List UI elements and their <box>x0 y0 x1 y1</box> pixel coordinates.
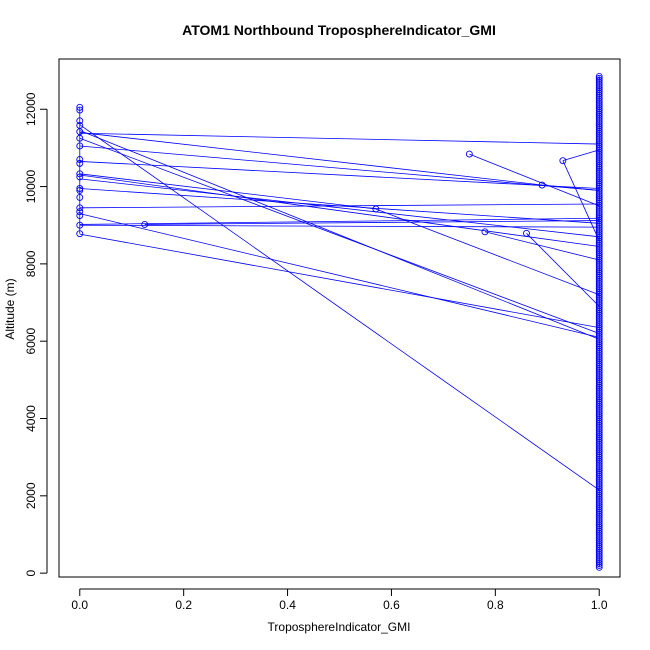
series-line-7 <box>79 173 376 210</box>
series-line-12 <box>79 213 600 338</box>
data-point-5 <box>76 134 84 142</box>
data-point-0 <box>76 103 84 111</box>
data-point-column-258 <box>595 74 603 82</box>
data-point-21 <box>465 150 473 158</box>
series-line-16 <box>144 220 600 225</box>
data-point-4 <box>76 128 84 136</box>
data-point-23 <box>523 229 530 237</box>
series-line-21 <box>542 184 600 191</box>
data-point-13 <box>76 193 84 201</box>
data-point-18 <box>76 230 84 238</box>
y-tick-label-6: 12000 <box>24 92 38 126</box>
y-axis: 0 2000 4000 6000 8000 10000 12000 <box>24 92 48 576</box>
y-tick-label-3: 6000 <box>24 328 38 355</box>
series-line-4 <box>79 137 600 334</box>
x-axis: 0.0 0.2 0.4 0.6 0.8 1.0 <box>71 588 608 612</box>
data-point-8 <box>76 159 84 167</box>
series-line-0 <box>79 124 600 491</box>
y-tick-label-0: 0 <box>24 569 38 576</box>
data-point-6 <box>76 142 84 150</box>
data-point-column-257 <box>595 76 603 84</box>
y-axis-label: Altitude (m) <box>3 278 17 339</box>
data-point-16 <box>76 212 84 220</box>
data-point-12 <box>76 186 84 194</box>
y-tick-label-1: 2000 <box>24 482 38 509</box>
y-tick-label-4: 8000 <box>24 250 38 277</box>
data-point-14 <box>76 204 84 212</box>
series-line-20 <box>526 233 600 307</box>
data-point-11 <box>76 185 84 192</box>
series-line-22 <box>562 149 600 162</box>
x-axis-label: TroposphereIndicator_GMI <box>268 620 411 634</box>
data-point-column-259 <box>595 72 603 80</box>
data-point-15 <box>76 208 84 216</box>
series-line-15 <box>79 233 600 329</box>
y-tick-label-2: 4000 <box>24 405 38 432</box>
data-point-17 <box>76 221 84 229</box>
x-tick-label-4: 0.8 <box>487 598 504 612</box>
data-point-10 <box>76 173 84 181</box>
series-line-17 <box>375 208 600 296</box>
y-tick-label-5: 10000 <box>24 170 38 204</box>
series-line-14 <box>79 224 600 228</box>
series-line-23 <box>562 160 600 241</box>
series-line-2 <box>79 132 600 145</box>
x-tick-label-3: 0.6 <box>383 598 400 612</box>
data-point-1 <box>76 106 84 114</box>
data-point-9 <box>76 170 84 178</box>
series-line-1 <box>79 130 600 340</box>
data-point-2 <box>76 117 84 125</box>
series-line-3 <box>79 132 543 186</box>
series-line-18 <box>469 153 600 207</box>
chart-title: ATOM1 Northbound TroposphereIndicator_GM… <box>182 22 496 38</box>
x-tick-label-1: 0.2 <box>175 598 192 612</box>
series-line-13 <box>79 217 600 225</box>
series-line-19 <box>484 231 600 261</box>
series-line-5 <box>79 145 600 191</box>
x-tick-label-5: 1.0 <box>591 598 608 612</box>
data-point-20 <box>372 205 380 213</box>
series-line-11 <box>79 203 600 209</box>
x-tick-label-0: 0.0 <box>71 598 88 612</box>
data-point-22 <box>481 228 489 236</box>
series-line-8 <box>79 174 600 247</box>
data-point-19 <box>141 221 149 228</box>
plot-area <box>76 72 603 571</box>
x-tick-label-2: 0.4 <box>279 598 296 612</box>
data-point-7 <box>76 156 84 163</box>
series-line-6 <box>79 161 600 189</box>
plot-frame <box>58 58 621 578</box>
data-point-25 <box>559 157 567 165</box>
data-point-24 <box>538 181 546 189</box>
